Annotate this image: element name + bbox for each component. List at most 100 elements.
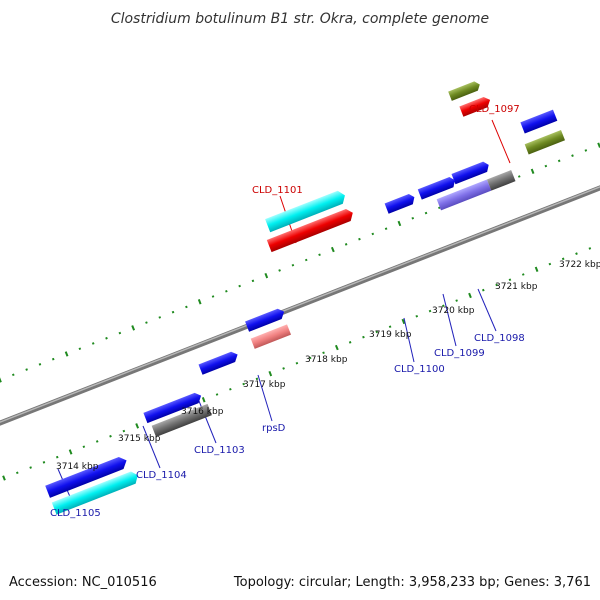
gene-cld-1106[interactable] [45,455,129,498]
minor-tick [438,206,441,210]
minor-tick [215,393,219,396]
minor-tick [375,330,379,334]
gene-features [45,80,565,515]
tick-label-3719: 3719 kbp [369,330,412,340]
major-tick [268,370,273,377]
minor-tick [11,373,15,377]
gene-label-cld-1099[interactable]: CLD_1099 [434,348,485,359]
gene-cld-1103[interactable] [198,350,240,375]
gene-cld-1104[interactable] [151,403,212,437]
gene-label-cld-1100[interactable]: CLD_1100 [394,364,445,375]
tick-labels: 3714 kbp 3715 kbp 3716 kbp 3717 kbp 3718… [56,260,600,472]
minor-tick [348,341,352,344]
gene-cld-1102[interactable] [245,307,286,332]
gene-cld-1097[interactable] [459,95,492,117]
gene-label-cld-1105[interactable]: CLD_1105 [50,508,101,519]
tick-label-3715: 3715 kbp [118,434,161,444]
minor-tick [575,252,578,255]
gene-cld-1104-a[interactable] [143,391,203,424]
minor-tick [481,288,485,292]
minor-tick [185,305,188,309]
minor-tick [38,363,42,366]
minor-tick [211,295,215,298]
major-tick [330,246,335,253]
gene-label-cld-1101[interactable]: CLD_1101 [252,185,303,196]
topology-summary: Topology: circular; Length: 3,958,233 bp… [233,575,591,590]
major-tick [468,292,472,299]
minor-tick [588,247,592,250]
gene-cld-1100[interactable] [384,193,417,214]
minor-tick [109,434,112,438]
major-tick [401,318,406,325]
gene-cld-1101-b[interactable] [266,207,356,253]
minor-tick [158,316,162,319]
gene-cld-1100-a[interactable] [417,176,457,200]
minor-tick [424,211,428,215]
major-tick [334,344,339,351]
major-tick [64,351,69,357]
gene-cld-1099[interactable] [436,179,492,211]
minor-tick [384,227,388,231]
minor-tick [571,154,574,157]
leader-cld-1104 [142,425,161,469]
tick-label-3717: 3717 kbp [243,380,286,390]
leader-cld-1099 [442,293,457,347]
gene-label-cld-1097[interactable]: CLD_1097 [469,104,520,115]
major-tick [68,449,73,455]
minor-tick [561,257,565,261]
minor-tick [318,253,321,257]
minor-tick [291,263,295,267]
gene-label-cld-1103[interactable]: CLD_1103 [194,445,245,456]
gene-label-cld-1098[interactable]: CLD_1098 [474,333,525,344]
gene-cld-1101[interactable] [265,189,347,233]
minor-tick [82,445,86,448]
major-tick [135,423,140,429]
minor-tick [548,262,552,266]
major-tick [197,299,202,305]
minor-tick [229,388,232,391]
minor-tick [171,310,175,314]
leader-cld-1100 [403,317,415,363]
tick-label-3722: 3722 kbp [559,260,600,270]
tick-label-3716: 3716 kbp [181,407,224,417]
accession-text: Accession: NC_010516 [9,575,157,590]
leader-cld-1098 [477,288,497,332]
gene-cld-1105[interactable] [51,470,141,515]
major-tick [2,475,6,481]
gene-cld-1096[interactable] [448,80,481,101]
gene-label-rpsd[interactable]: rpsD [262,423,286,434]
gene-label-cld-1104[interactable]: CLD_1104 [136,470,187,481]
minor-tick [455,299,458,302]
minor-tick [55,455,59,459]
gene-labels: CLD_1097 CLD_1101 CLD_1105 CLD_1104 CLD_… [50,104,525,519]
minor-tick [78,347,82,350]
inner-tick-ring [2,247,592,481]
genome-backbone-highlight [0,186,600,423]
gene-rpsd[interactable] [250,324,292,349]
gene-cld-1094[interactable] [524,130,565,155]
minor-tick [521,273,525,276]
minor-tick [517,175,521,178]
minor-tick [225,290,228,293]
tick-label-3718: 3718 kbp [305,355,348,365]
genome-backbone [0,185,600,426]
tick-label-3721: 3721 kbp [495,282,538,292]
major-tick [264,272,269,279]
minor-tick [278,269,281,272]
minor-tick [415,314,419,318]
gene-cld-1095[interactable] [520,109,558,134]
minor-tick [508,278,512,282]
gene-cld-1098[interactable] [486,170,516,191]
minor-tick [145,321,148,324]
major-tick [131,325,136,331]
genome-title: Clostridium botulinum B1 str. Okra, comp… [111,11,489,27]
minor-tick [322,351,325,355]
minor-tick [25,368,28,371]
minor-tick [442,304,445,308]
minor-tick [308,356,312,360]
gene-cld-1099-a[interactable] [451,160,490,185]
minor-tick [29,466,32,469]
minor-tick [15,471,19,475]
minor-tick [358,237,361,241]
